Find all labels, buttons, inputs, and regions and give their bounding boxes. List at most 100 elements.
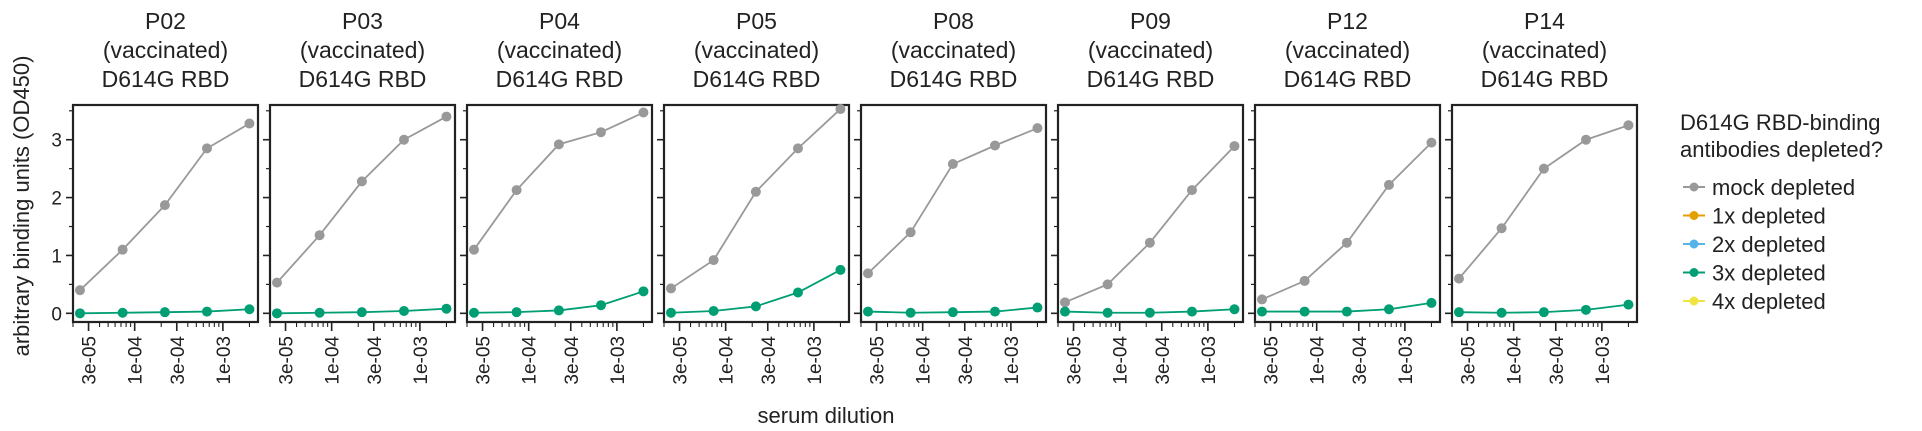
- x-tick-label: 3e-04: [168, 336, 189, 385]
- data-point: [553, 139, 564, 150]
- data-point: [1538, 163, 1549, 174]
- panel-frame: [268, 103, 457, 324]
- x-tick-label: 3e-05: [671, 336, 692, 385]
- data-point: [441, 111, 452, 122]
- x-tick-label: 1e-03: [805, 336, 826, 385]
- x-tick-label: 3e-04: [1547, 336, 1568, 385]
- data-point: [1229, 141, 1240, 152]
- panel-1: P03 (vaccinated) D614G RBD 3e-05 1e-04 3e-04 1…: [263, 8, 457, 385]
- data-point: [468, 244, 479, 255]
- y-tick-label: 3: [51, 131, 62, 152]
- legend-title-line-2: antibodies depleted?: [1680, 137, 1883, 162]
- data-point: [708, 306, 719, 317]
- legend-entry: 3x depleted: [1683, 261, 1826, 286]
- data-point: [638, 286, 649, 297]
- panel-title-line: (vaccinated): [694, 37, 819, 63]
- data-point: [271, 277, 282, 288]
- data-point: [862, 268, 873, 279]
- panel-title-line: P14: [1524, 8, 1565, 34]
- x-tick-label: 3e-04: [1350, 336, 1371, 385]
- panel-title-line: (vaccinated): [300, 37, 425, 63]
- data-point: [989, 306, 1000, 317]
- panel-title-line: D614G RBD: [693, 66, 821, 92]
- series-line: [473, 111, 644, 251]
- legend-marker: [1689, 268, 1699, 277]
- data-point: [1580, 304, 1591, 315]
- y-tick-label: 2: [51, 189, 62, 210]
- x-tick-label: 3e-04: [562, 336, 583, 385]
- data-point: [1102, 307, 1113, 318]
- legend-entry: 1x depleted: [1683, 204, 1826, 229]
- legend-label: 1x depleted: [1712, 204, 1826, 229]
- data-point: [1623, 299, 1634, 310]
- data-point: [1144, 307, 1155, 318]
- panel-frame: [1253, 103, 1442, 324]
- x-tick-label: 1e-03: [608, 336, 629, 385]
- legend-label: 3x depleted: [1712, 261, 1826, 286]
- panel-title-line: P08: [933, 8, 974, 34]
- chart-panels: P02 (vaccinated) D614G RBD 0 1 2 3 3e-05 1e-04 3e…: [51, 8, 1639, 385]
- panel-frame: [71, 103, 260, 324]
- data-point: [1341, 306, 1352, 317]
- x-tick-label: 3e-04: [365, 336, 386, 385]
- data-point: [750, 186, 761, 197]
- x-tick-label: 1e-03: [1199, 336, 1220, 385]
- data-point: [468, 307, 479, 318]
- data-point: [835, 104, 846, 115]
- panel-title-line: P03: [342, 8, 383, 34]
- data-point: [792, 143, 803, 154]
- data-point: [1299, 306, 1310, 317]
- panel-title-line: D614G RBD: [1087, 66, 1215, 92]
- panel-title-line: (vaccinated): [1088, 37, 1213, 63]
- x-tick-label: 1e-03: [411, 336, 432, 385]
- data-point: [201, 306, 212, 317]
- panel-frame: [1056, 103, 1245, 324]
- data-point: [1102, 279, 1113, 290]
- panel-title-line: P12: [1327, 8, 1368, 34]
- data-point: [74, 285, 85, 296]
- legend-label: 4x depleted: [1712, 289, 1826, 314]
- data-point: [1144, 237, 1155, 248]
- data-point: [665, 283, 676, 294]
- data-point: [398, 134, 409, 145]
- data-point: [1496, 223, 1507, 234]
- x-tick-label: 3e-05: [1459, 336, 1480, 385]
- data-point: [1426, 297, 1437, 308]
- data-point: [244, 304, 255, 315]
- series-line: [670, 108, 842, 290]
- panel-title-line: (vaccinated): [1482, 37, 1607, 63]
- panel-title-line: (vaccinated): [103, 37, 228, 63]
- data-point: [398, 306, 409, 317]
- legend-label: mock depleted: [1712, 175, 1855, 200]
- data-point: [1383, 179, 1394, 190]
- x-tick-label: 3e-05: [80, 336, 101, 385]
- data-point: [1032, 302, 1043, 313]
- legend: D614G RBD-binding antibodies depleted? m…: [1680, 110, 1883, 314]
- x-tick-label: 3e-05: [474, 336, 495, 385]
- data-point: [159, 200, 170, 211]
- legend-entry: 2x depleted: [1683, 232, 1826, 257]
- data-point: [1256, 294, 1267, 305]
- panel-7: P14 (vaccinated) D614G RBD 3e-05 1e-04 3e-04 1…: [1445, 8, 1639, 385]
- panel-3: P05 (vaccinated) D614G RBD 3e-05 1e-04 3e-04 1…: [657, 8, 851, 385]
- panel-title-line: (vaccinated): [497, 37, 622, 63]
- data-point: [1426, 137, 1437, 148]
- x-tick-label: 3e-05: [868, 336, 889, 385]
- series-line: [1458, 124, 1629, 280]
- panel-title-line: D614G RBD: [299, 66, 427, 92]
- panel-frame: [859, 103, 1048, 324]
- data-point: [862, 306, 873, 317]
- panel-title-line: (vaccinated): [891, 37, 1016, 63]
- x-tick-label: 1e-04: [1308, 336, 1329, 385]
- data-point: [1453, 307, 1464, 318]
- data-point: [1299, 275, 1310, 286]
- x-axis-title: serum dilution: [758, 403, 895, 428]
- data-point: [638, 107, 649, 118]
- x-tick-label: 3e-04: [956, 336, 977, 385]
- series-line: [1261, 141, 1433, 301]
- data-point: [1538, 307, 1549, 318]
- data-point: [905, 227, 916, 238]
- legend-marker: [1689, 239, 1699, 249]
- data-point: [1059, 306, 1070, 317]
